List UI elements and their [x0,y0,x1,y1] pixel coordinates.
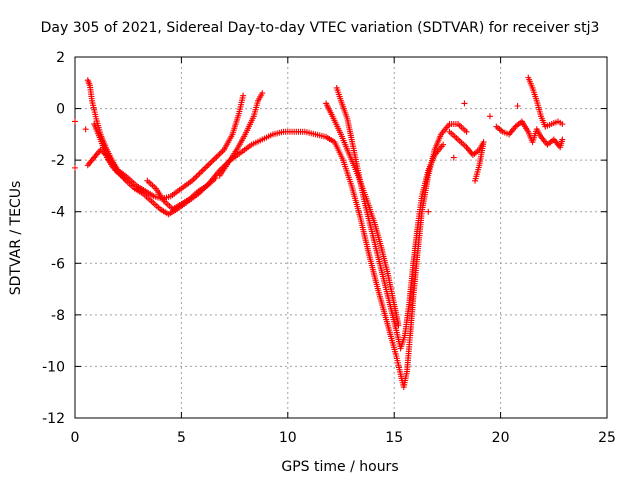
data-point [192,174,199,181]
data-point [216,151,223,158]
y-tick-label: -8 [51,308,65,324]
data-point [205,161,212,168]
data-point [213,154,220,161]
x-tick-label: 20 [492,430,510,446]
y-tick-label: -6 [51,256,65,272]
x-tick-label: 25 [598,430,616,446]
data-point [196,170,203,177]
x-tick-label: 15 [385,430,403,446]
data-point [120,175,127,182]
data-point [425,208,432,215]
data-point [395,322,402,329]
plot-frame [74,56,608,419]
data-point [201,165,208,172]
data-point [190,176,197,183]
data-point [217,149,224,156]
data-point [486,113,493,120]
data-point [204,163,211,170]
data-point [195,171,202,178]
y-axis-label: SDTVAR / TECUs [8,181,24,296]
data-point [198,168,205,175]
data-point [259,90,266,97]
x-tick-label: 0 [71,430,80,446]
data-point [514,102,521,109]
x-axis-label: GPS time / hours [281,459,398,475]
data-point [72,118,78,125]
data-point [202,164,209,171]
data-point [559,121,566,128]
y-tick-label: -2 [51,153,65,169]
data-point [212,175,219,182]
data-point [463,128,470,135]
data-point [211,155,218,162]
y-tick-label: -4 [51,205,65,221]
data-point [72,164,78,171]
data-point [440,141,447,148]
data-point [214,152,221,159]
data-point [199,167,206,174]
data-point [240,92,247,99]
chart-title: Day 305 of 2021, Sidereal Day-to-day VTE… [41,20,600,36]
data-point [450,154,457,161]
y-tick-label: 2 [56,50,65,66]
data-point [207,160,214,167]
data-point [559,136,566,143]
x-tick-label: 5 [177,430,186,446]
data-point [193,173,200,180]
data-point [461,100,468,107]
y-tick-label: -10 [42,359,65,375]
y-tick-label: 0 [56,102,65,118]
y-tick-label: -12 [42,411,65,427]
data-point [210,157,217,164]
data-point [82,126,89,133]
axes: 0 5 10 15 20 25 -12 -10 -8 -6 -4 -2 0 2 [42,50,616,446]
grid-lines [75,57,607,418]
data-point [472,177,479,184]
data-points [72,74,566,391]
data-point [208,158,215,165]
x-tick-label: 10 [279,430,297,446]
